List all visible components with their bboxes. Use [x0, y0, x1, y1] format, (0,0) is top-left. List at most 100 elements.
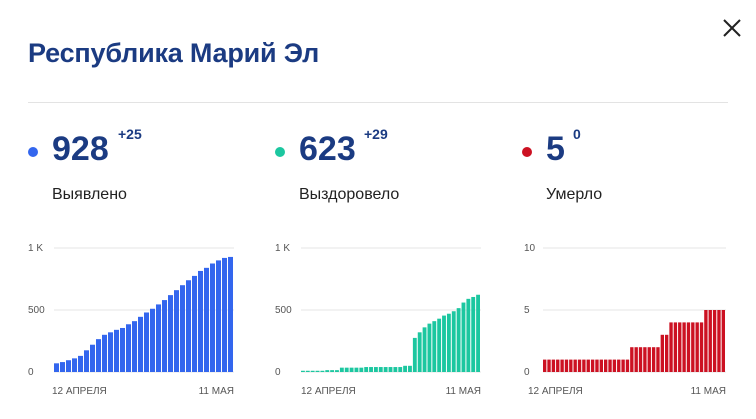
cases-bar [162, 300, 167, 372]
deaths-bar [547, 359, 551, 372]
recovered-bar [432, 321, 437, 372]
cases-y-tick-label: 500 [28, 305, 45, 316]
recovered-label: Выздоровело [299, 186, 400, 203]
cases-bar [174, 290, 179, 372]
deaths-bar [556, 359, 560, 372]
deaths-bar [543, 359, 547, 372]
deaths-bar [573, 359, 577, 372]
cases-bar [168, 295, 173, 372]
deaths-bar [712, 310, 717, 372]
recovered-bar [446, 313, 451, 372]
recovered-bar [437, 318, 442, 372]
deaths-bar [686, 322, 691, 372]
deaths-bar [577, 359, 582, 372]
deaths-bar [691, 322, 695, 372]
recovered-bar [408, 365, 412, 372]
deaths-x-label-start: 12 АПРЕЛЯ [528, 386, 583, 397]
deaths-bar [595, 359, 599, 372]
cases-bar [198, 270, 203, 372]
deaths-bar [630, 347, 634, 372]
recovered-bar [315, 370, 320, 372]
recovered-bar [403, 365, 408, 372]
cases-dot [28, 147, 38, 157]
cases-bar [210, 263, 215, 372]
deaths-bar [704, 310, 708, 372]
close-button[interactable] [718, 14, 746, 42]
deaths-bar [608, 359, 612, 372]
deaths-dot [522, 147, 532, 157]
deaths-bar [621, 359, 625, 372]
cases-bar [150, 308, 155, 372]
deaths-bar [625, 359, 630, 372]
recovered-delta: +29 [364, 126, 388, 142]
recovered-bar [320, 370, 325, 372]
cases-bar [216, 260, 221, 372]
deaths-bar [599, 359, 603, 372]
deaths-bar [660, 334, 664, 372]
recovered-y-tick-label: 0 [275, 367, 281, 378]
cases-bar [102, 334, 107, 372]
deaths-bar [634, 347, 638, 372]
recovered-x-label-end: 11 МАЯ [446, 386, 481, 397]
deaths-bar [560, 359, 564, 372]
cases-x-label-start: 12 АПРЕЛЯ [52, 386, 107, 397]
recovered-value: 623 [299, 130, 356, 168]
deaths-bar [604, 359, 608, 372]
deaths-bar [669, 322, 673, 372]
cases-chart-svg: 0 500 1 K 12 АПРЕЛЯ 11 МАЯ [28, 243, 234, 397]
recovered-bar [344, 367, 349, 372]
cases-x-label-end: 11 МАЯ [199, 386, 234, 397]
recovered-bar [398, 367, 403, 372]
page-title: Республика Марий Эл [28, 38, 320, 68]
deaths-y-tick-label: 10 [524, 243, 536, 254]
cases-bar [54, 363, 59, 372]
recovered-bar [417, 332, 422, 372]
deaths-bar [612, 359, 617, 372]
recovered-bar [388, 367, 393, 372]
cases-bar [120, 327, 125, 372]
cases-bar [180, 285, 185, 372]
deaths-bar [721, 310, 725, 372]
recovered-chart-svg: 0 500 1 K 12 АПРЕЛЯ 11 МАЯ [275, 243, 481, 397]
deaths-chart: 0 5 10 12 АПРЕЛЯ 11 МАЯ [504, 232, 734, 402]
recovered-bar [369, 367, 373, 372]
cases-bar [186, 280, 191, 372]
deaths-bar [699, 322, 704, 372]
recovered-bar [393, 367, 398, 372]
deaths-bar [582, 359, 586, 372]
cases-bar [192, 275, 197, 372]
cases-bar [204, 267, 209, 372]
cases-y-tick-label: 1 K [28, 243, 43, 254]
recovered-bar [305, 370, 310, 372]
deaths-bar [647, 347, 651, 372]
deaths-bar [695, 322, 699, 372]
cases-chart: 0 500 1 K 12 АПРЕЛЯ 11 МАЯ [28, 232, 240, 402]
deaths-delta: 0 [573, 126, 581, 142]
cases-bar [138, 316, 143, 372]
recovered-x-label-start: 12 АПРЕЛЯ [301, 386, 356, 397]
recovered-bar [359, 367, 364, 372]
cases-bar [114, 329, 119, 372]
recovered-bar [466, 298, 471, 372]
cases-value: 928 [52, 130, 109, 168]
recovered-bar [310, 370, 315, 372]
deaths-bar [551, 359, 556, 372]
deaths-bar [569, 359, 573, 372]
recovered-dot [275, 147, 285, 157]
deaths-chart-svg: 0 5 10 12 АПРЕЛЯ 11 МАЯ [524, 243, 726, 397]
recovered-bar [335, 370, 339, 372]
recovered-bar [325, 370, 330, 372]
deaths-x-label-end: 11 МАЯ [691, 386, 726, 397]
cases-y-tick-label: 0 [28, 367, 34, 378]
deaths-bar [586, 359, 590, 372]
recovered-bar [412, 337, 417, 372]
deaths-bar [717, 310, 721, 372]
cases-bar [108, 332, 113, 372]
cases-bar [60, 362, 65, 372]
deaths-bar [564, 359, 569, 372]
recovered-bar [349, 367, 354, 372]
deaths-bar [651, 347, 656, 372]
recovered-bar [456, 308, 461, 372]
cases-bar [132, 321, 137, 372]
recovered-bar [301, 370, 305, 372]
